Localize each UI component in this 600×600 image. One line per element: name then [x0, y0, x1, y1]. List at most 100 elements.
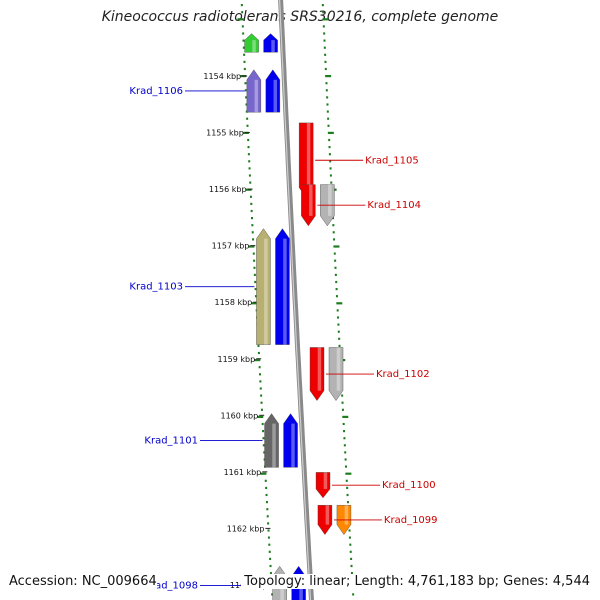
tick-dot — [329, 160, 332, 163]
tick-dot — [268, 543, 271, 546]
tick-dot — [327, 117, 330, 120]
tick-dot — [350, 572, 353, 575]
tick-dot — [330, 181, 333, 184]
gene-arrow[interactable] — [301, 184, 316, 227]
gene-labels: Krad_1106 Krad_1105 Krad_1104 Krad_1103 Krad… — [129, 86, 437, 592]
genome-backbone-highlight — [278, 0, 312, 600]
tick-dot — [344, 451, 347, 454]
tick-dot — [337, 323, 340, 326]
accession-text: Accession: NC_009664 — [9, 574, 157, 589]
tick-dot — [244, 89, 247, 92]
gene-arrow[interactable] — [263, 33, 278, 53]
tick-dot — [248, 160, 251, 163]
tick-dot — [326, 103, 329, 106]
tick-dot — [323, 32, 326, 35]
gene-arrow[interactable] — [246, 69, 262, 113]
ruler-label: 1160 kbp — [221, 411, 259, 420]
tick-dot — [246, 117, 249, 120]
tick-dot — [265, 501, 268, 504]
tick-dot — [328, 146, 331, 149]
gene-arrow-shading — [291, 423, 295, 468]
tick-dot — [261, 422, 264, 426]
gene-arrow[interactable] — [275, 228, 290, 345]
tick-dot — [250, 209, 253, 213]
tick-dot — [247, 153, 250, 156]
gene-arrow[interactable] — [315, 472, 331, 499]
tick-dot — [262, 444, 265, 447]
tick-dot — [260, 401, 263, 404]
tick-dot — [250, 202, 253, 205]
tick-dot — [251, 217, 254, 220]
tick-dot — [329, 174, 332, 177]
tick-dot — [254, 280, 257, 284]
ruler-label: 1154 kbp — [203, 72, 241, 81]
tick-dot — [335, 288, 338, 291]
tick-dot — [322, 18, 329, 21]
tick-dot — [332, 224, 335, 227]
tick-dot — [324, 60, 327, 63]
tick-dot — [267, 536, 270, 539]
tick-dot — [248, 174, 251, 177]
tick-dot — [325, 89, 328, 92]
tick-dot — [257, 351, 260, 355]
tick-dot — [338, 337, 341, 340]
tick-dot — [327, 131, 334, 134]
gene-arrow[interactable] — [283, 413, 298, 468]
gene-arrow-shading — [252, 40, 256, 53]
tick-dot — [325, 82, 328, 85]
tick-dot — [254, 288, 257, 291]
tick-dot — [346, 493, 349, 497]
gene-arrow[interactable] — [317, 505, 333, 535]
gene-arrow[interactable] — [244, 33, 259, 53]
tick-dot — [247, 146, 250, 149]
tick-dot — [257, 415, 264, 418]
gene-arrow[interactable] — [264, 413, 279, 468]
tick-dot — [344, 465, 347, 468]
gene-label[interactable]: Krad_1099 — [384, 515, 438, 526]
tick-dot — [264, 479, 267, 482]
tick-dot — [350, 557, 353, 560]
tick-dot — [257, 344, 260, 347]
tick-dot — [321, 4, 324, 7]
tick-dot — [251, 224, 254, 227]
gene-arrow-shading — [344, 505, 349, 525]
tick-dot — [333, 252, 336, 255]
tick-dot — [243, 53, 246, 56]
gene-label[interactable]: Krad_1104 — [367, 200, 421, 211]
tick-dot — [241, 11, 244, 14]
tick-dot — [332, 231, 335, 234]
gene-label[interactable]: Krad_1100 — [382, 480, 436, 491]
gene-label[interactable]: Krad_1106 — [129, 86, 183, 97]
gene-arrow[interactable] — [265, 69, 281, 113]
tick-dot — [346, 486, 349, 489]
tick-dot — [254, 359, 261, 362]
tick-dot — [352, 593, 355, 596]
gene-label[interactable]: Krad_1101 — [144, 435, 198, 446]
tick-dot — [329, 167, 332, 170]
tick-dot — [243, 60, 246, 63]
gene-label[interactable]: Krad_1103 — [129, 282, 183, 293]
tick-dot — [262, 430, 265, 433]
tick-dot — [336, 302, 343, 305]
tick-dot — [338, 344, 341, 347]
topology-summary: Topology: linear; Length: 4,761,183 bp; … — [241, 574, 590, 589]
tick-dot — [334, 273, 337, 276]
gene-label[interactable]: Krad_1105 — [365, 155, 419, 166]
gene-arrow[interactable] — [309, 347, 325, 401]
tick-dot — [328, 138, 331, 142]
tick-dot — [345, 472, 352, 475]
tick-dot — [324, 67, 327, 71]
tick-dot — [242, 32, 245, 35]
ruler-label: 1158 kbp — [215, 298, 253, 307]
gene-label[interactable]: Krad_1098 — [144, 581, 198, 592]
tick-dot — [323, 46, 326, 49]
tick-dot — [249, 181, 252, 184]
gene-arrow-shading — [254, 79, 259, 113]
genome-backbone — [278, 0, 315, 600]
tick-dot — [242, 46, 245, 49]
tick-dot — [269, 572, 272, 575]
gene-arrow[interactable] — [256, 228, 271, 345]
tick-dot — [258, 366, 261, 369]
gene-label[interactable]: Krad_1102 — [376, 369, 430, 380]
tick-dot — [241, 25, 244, 28]
